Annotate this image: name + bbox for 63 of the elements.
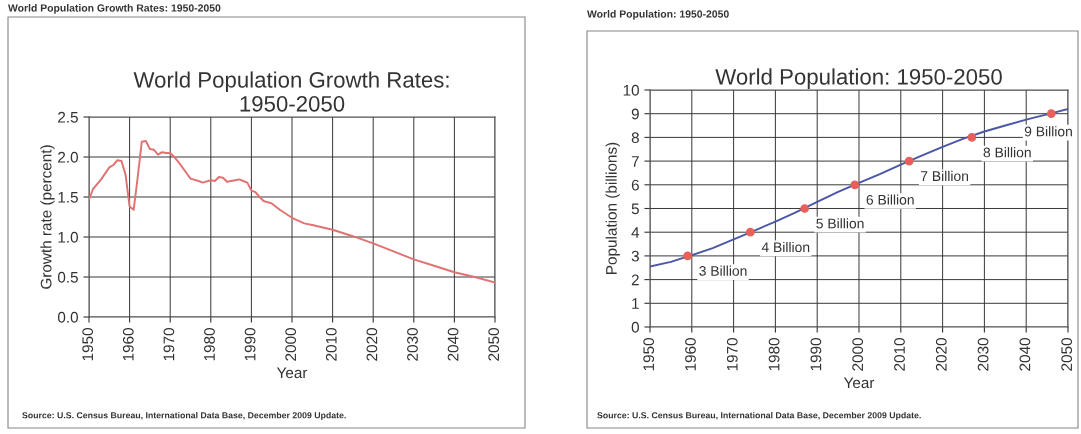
y-tick-label: 4 [631, 227, 640, 238]
source-note: Source: U.S. Census Bureau, International Data Base, December 2009 Update. [22, 411, 346, 421]
x-tick-label: 2010 [325, 328, 337, 361]
x-tick-label: 2050 [488, 328, 500, 361]
data-label: 7 Billion [920, 170, 969, 182]
point [904, 156, 914, 166]
y-axis-title: Growth rate (percent) [40, 145, 55, 289]
point [800, 204, 810, 213]
x-tick-label: 2020 [366, 328, 378, 361]
x-tick-label: 2040 [447, 328, 459, 361]
x-tick-label: 1960 [685, 338, 696, 371]
x-axis-title: Year [843, 377, 875, 389]
point [967, 133, 977, 142]
data-label: 4 Billion [761, 241, 810, 253]
x-tick-label: 1990 [244, 328, 256, 361]
data-label: 3 Billion [699, 265, 747, 276]
point [850, 180, 860, 190]
y-tick-label: 9 [631, 108, 639, 120]
y-tick-label: 2.5 [58, 111, 78, 123]
x-tick-label: 2030 [977, 338, 989, 371]
x-tick-label: 1970 [163, 328, 175, 361]
y-axis-title: Population (billions) [605, 142, 620, 274]
y-tick-label: 5 [631, 203, 639, 215]
y-tick-label: 7 [631, 156, 639, 167]
x-tick-label: 1980 [204, 328, 215, 361]
point [745, 227, 755, 237]
y-tick-label: 1.0 [58, 231, 78, 243]
chart-subtitle: World Population: 1950-2050 [587, 10, 729, 20]
y-tick-label: 3 [631, 250, 639, 262]
data-label: 8 Billion [983, 147, 1031, 158]
x-tick-label: 1950 [643, 338, 655, 371]
x-tick-label: 2050 [1061, 338, 1073, 371]
y-tick-label: 0.0 [57, 311, 78, 323]
data-label: 9 Billion [1024, 126, 1072, 137]
point [683, 251, 692, 261]
x-tick-label: 2010 [894, 338, 905, 371]
y-tick-label: 0 [631, 321, 639, 333]
x-tick-label: 1970 [726, 338, 738, 371]
chart-title: World Population Growth Rates: 1950-2050 [133, 71, 449, 112]
x-tick-label: 1960 [122, 328, 134, 361]
x-tick-label: 2000 [852, 338, 864, 371]
y-tick-label: 6 [631, 179, 639, 191]
data-label: 6 Billion [866, 194, 914, 205]
x-tick-label: 2040 [1019, 338, 1031, 371]
chart-title: World Population: 1950-2050 [715, 68, 1002, 90]
y-tick-label: 1 [632, 298, 639, 309]
x-tick-label: 1950 [82, 328, 94, 361]
x-tick-label: 2020 [935, 338, 947, 371]
x-axis-title: Year [276, 367, 308, 379]
source-note: Source: U.S. Census Bureau, International Data Base, December 2009 Update. [597, 411, 921, 421]
point [1046, 109, 1056, 119]
y-tick-label: 0.5 [57, 271, 78, 283]
data-label: 5 Billion [816, 218, 864, 229]
x-tick-label: 2000 [285, 328, 297, 361]
chart-subtitle: World Population Growth Rates: 1950-2050 [8, 4, 221, 14]
y-tick-label: 2.0 [58, 151, 78, 163]
y-tick-label: 8 [631, 132, 639, 144]
x-tick-label: 1990 [810, 338, 822, 371]
y-tick-label: 10 [623, 84, 639, 96]
y-tick-label: 1.5 [58, 192, 78, 203]
x-tick-label: 1980 [768, 338, 780, 371]
x-tick-label: 2030 [407, 328, 418, 361]
y-tick-label: 2 [631, 274, 639, 286]
